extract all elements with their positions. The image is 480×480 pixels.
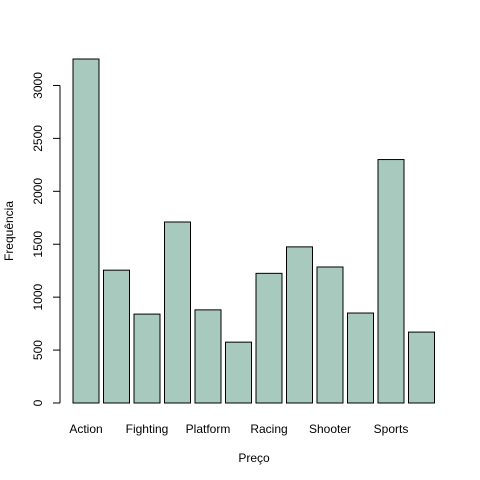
bar-sports xyxy=(377,159,405,404)
y-tick-label: 1000 xyxy=(31,283,45,310)
x-tick-label: Sports xyxy=(374,422,409,436)
y-axis-title: Frequência xyxy=(2,201,16,261)
y-tick-label: 2000 xyxy=(31,178,45,205)
bar-racing xyxy=(255,272,283,404)
y-tick-label: 2500 xyxy=(31,125,45,152)
bar-action xyxy=(72,58,100,404)
x-tick-label: Platform xyxy=(186,422,231,436)
bar-simulation xyxy=(347,312,374,404)
x-tick-label: Shooter xyxy=(309,422,351,436)
bars-group xyxy=(72,58,435,404)
x-tick-label: Fighting xyxy=(126,422,169,436)
y-tick-label: 1500 xyxy=(31,231,45,258)
y-tick-label: 500 xyxy=(31,340,45,360)
x-axis-tick-labels: Action Fighting Platform Racing Shooter Sport… xyxy=(69,422,408,436)
bar-shooter xyxy=(316,266,344,404)
bar-fighting xyxy=(133,313,161,404)
x-tick-label: Action xyxy=(69,422,102,436)
x-tick-label: Racing xyxy=(250,422,287,436)
x-axis-title: Preço xyxy=(238,451,270,465)
y-tick-label: 3000 xyxy=(31,72,45,99)
bar-platform xyxy=(194,309,222,404)
bar-adventure xyxy=(103,269,130,404)
y-tick-label: 0 xyxy=(31,399,45,406)
bar-puzzle xyxy=(225,341,252,404)
bar-strategy xyxy=(408,331,435,404)
bar-role-playing xyxy=(286,246,313,404)
y-axis: 0 500 1000 1500 2000 2500 3000 xyxy=(31,72,61,406)
bar-misc xyxy=(164,221,191,404)
